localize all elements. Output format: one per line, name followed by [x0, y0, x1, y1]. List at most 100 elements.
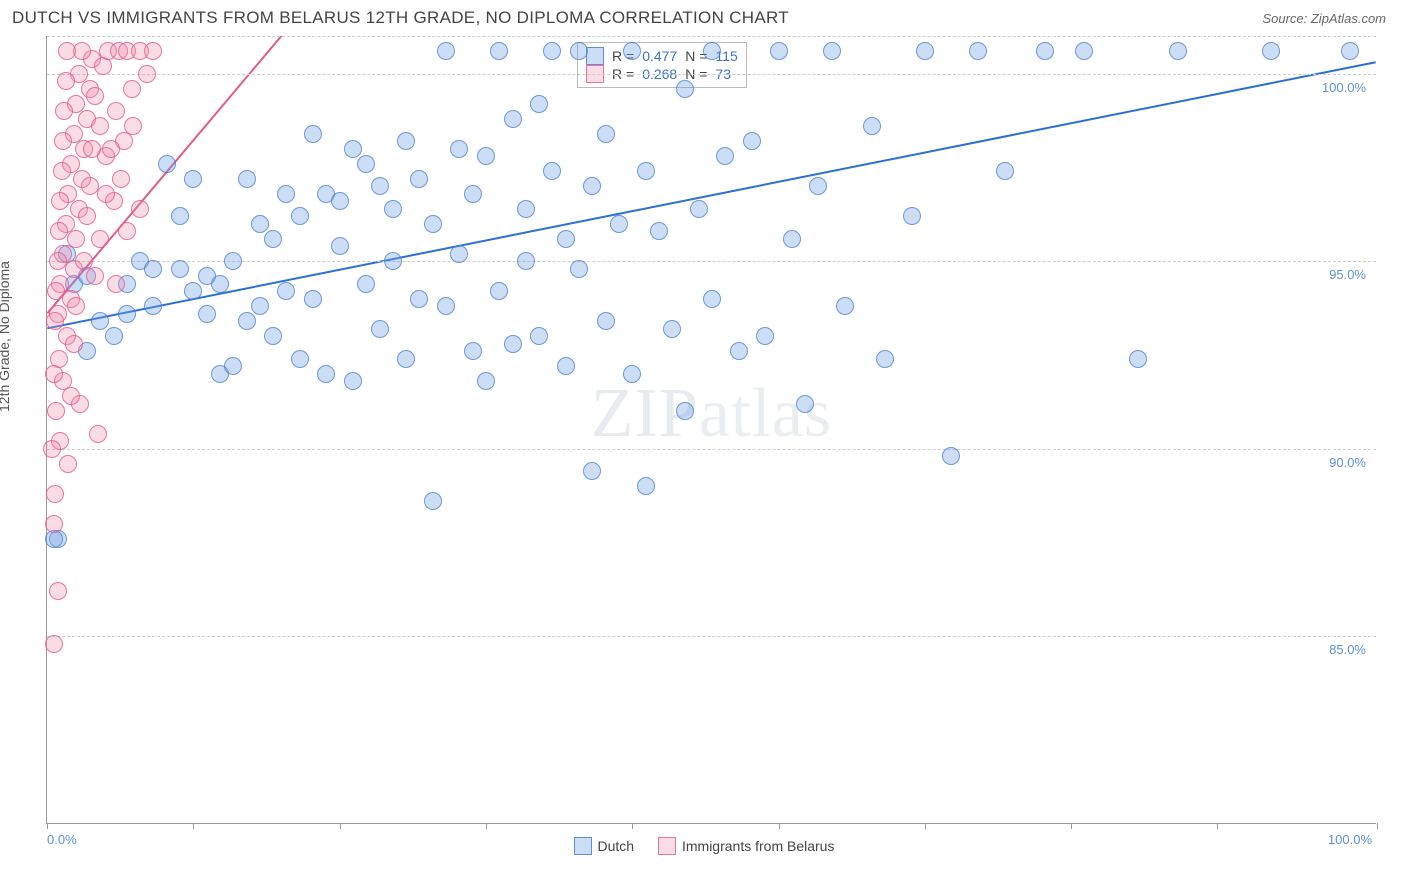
ytick-label: 90.0%	[1329, 455, 1366, 470]
data-point	[58, 42, 76, 60]
data-point	[53, 162, 71, 180]
source-label: Source: ZipAtlas.com	[1262, 11, 1386, 26]
data-point	[530, 327, 548, 345]
data-point	[49, 252, 67, 270]
data-point	[357, 275, 375, 293]
data-point	[623, 365, 641, 383]
data-point	[54, 132, 72, 150]
data-point	[51, 192, 69, 210]
data-point	[238, 312, 256, 330]
trendline	[47, 62, 1375, 328]
data-point	[47, 282, 65, 300]
data-point	[477, 372, 495, 390]
data-point	[291, 350, 309, 368]
data-point	[91, 230, 109, 248]
data-point	[490, 282, 508, 300]
data-point	[371, 320, 389, 338]
data-point	[570, 42, 588, 60]
data-point	[796, 395, 814, 413]
data-point	[47, 402, 65, 420]
data-point	[384, 252, 402, 270]
data-point	[198, 305, 216, 323]
data-point	[357, 155, 375, 173]
data-point	[557, 357, 575, 375]
data-point	[55, 102, 73, 120]
data-point	[291, 207, 309, 225]
data-point	[105, 327, 123, 345]
xtick	[193, 823, 194, 829]
data-point	[530, 95, 548, 113]
data-point	[610, 215, 628, 233]
data-point	[730, 342, 748, 360]
data-point	[836, 297, 854, 315]
data-point	[264, 327, 282, 345]
data-point	[410, 290, 428, 308]
data-point	[1169, 42, 1187, 60]
chart-container: 12th Grade, No Diploma ZIPatlas R = 0.47…	[14, 32, 1394, 852]
data-point	[597, 312, 615, 330]
data-point	[331, 237, 349, 255]
data-point	[756, 327, 774, 345]
data-point	[823, 42, 841, 60]
legend-label: Immigrants from Belarus	[682, 838, 834, 854]
data-point	[597, 125, 615, 143]
swatch-pink-icon	[658, 837, 676, 855]
data-point	[996, 162, 1014, 180]
data-point	[62, 387, 80, 405]
data-point	[277, 282, 295, 300]
data-point	[238, 170, 256, 188]
data-point	[131, 200, 149, 218]
data-point	[331, 192, 349, 210]
data-point	[304, 290, 322, 308]
data-point	[464, 185, 482, 203]
ytick-label: 100.0%	[1322, 80, 1366, 95]
data-point	[464, 342, 482, 360]
data-point	[171, 207, 189, 225]
gridline	[47, 74, 1376, 75]
ytick-label: 85.0%	[1329, 642, 1366, 657]
data-point	[969, 42, 987, 60]
data-point	[86, 267, 104, 285]
data-point	[184, 282, 202, 300]
data-point	[46, 485, 64, 503]
data-point	[809, 177, 827, 195]
data-point	[97, 185, 115, 203]
data-point	[78, 207, 96, 225]
data-point	[50, 222, 68, 240]
data-point	[371, 177, 389, 195]
data-point	[65, 335, 83, 353]
data-point	[517, 200, 535, 218]
data-point	[583, 462, 601, 480]
data-point	[1262, 42, 1280, 60]
data-point	[118, 222, 136, 240]
data-point	[107, 275, 125, 293]
data-point	[67, 230, 85, 248]
data-point	[45, 515, 63, 533]
y-axis-label: 12th Grade, No Diploma	[0, 261, 12, 412]
data-point	[916, 42, 934, 60]
data-point	[504, 110, 522, 128]
data-point	[317, 365, 335, 383]
trendlines	[47, 36, 1376, 823]
data-point	[102, 140, 120, 158]
data-point	[171, 260, 189, 278]
data-point	[384, 200, 402, 218]
data-point	[450, 140, 468, 158]
data-point	[224, 357, 242, 375]
data-point	[211, 275, 229, 293]
data-point	[676, 80, 694, 98]
data-point	[583, 177, 601, 195]
data-point	[743, 132, 761, 150]
data-point	[123, 80, 141, 98]
data-point	[517, 252, 535, 270]
data-point	[504, 335, 522, 353]
data-point	[67, 297, 85, 315]
data-point	[224, 252, 242, 270]
data-point	[437, 297, 455, 315]
xtick	[1071, 823, 1072, 829]
data-point	[277, 185, 295, 203]
chart-title: DUTCH VS IMMIGRANTS FROM BELARUS 12TH GR…	[12, 8, 789, 28]
data-point	[676, 402, 694, 420]
data-point	[304, 125, 322, 143]
data-point	[543, 42, 561, 60]
